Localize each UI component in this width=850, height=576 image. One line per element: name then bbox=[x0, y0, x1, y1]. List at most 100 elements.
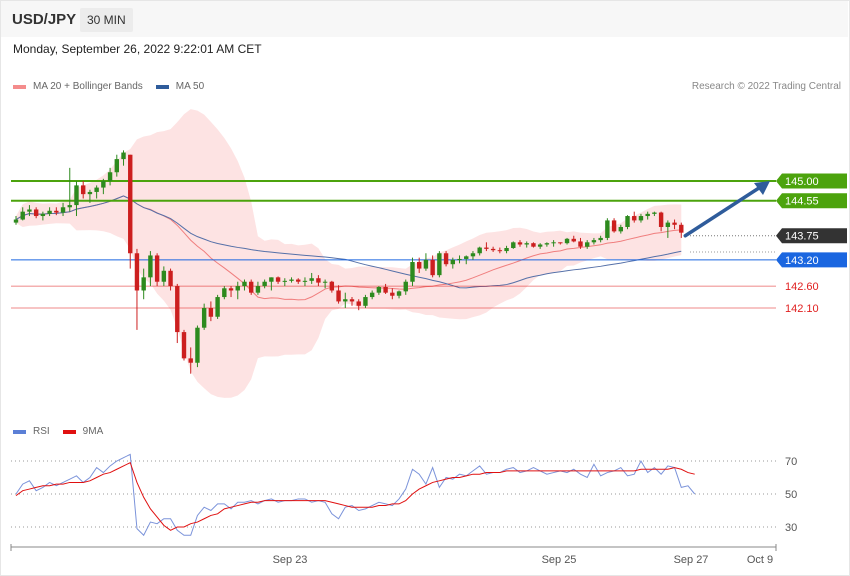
candle-body bbox=[524, 243, 529, 245]
candle-body bbox=[296, 279, 301, 282]
x-tick-label: Sep 25 bbox=[542, 554, 577, 566]
candle-body bbox=[275, 277, 281, 282]
level-label-3: 143.20 bbox=[785, 255, 819, 267]
candle-body bbox=[504, 248, 509, 252]
level-label-5: 142.10 bbox=[785, 303, 819, 315]
candle-body bbox=[329, 281, 335, 291]
candle-body bbox=[249, 281, 254, 293]
candle-body bbox=[134, 253, 140, 291]
chart-timestamp: Monday, September 26, 2022 9:22:01 AM CE… bbox=[13, 42, 262, 56]
candle-body bbox=[672, 222, 677, 225]
candle-body bbox=[27, 209, 32, 212]
main-legend: MA 20 + Bollinger Bands MA 50 bbox=[13, 81, 217, 92]
candle-body bbox=[470, 253, 476, 257]
timeframe-button[interactable]: 30 MIN bbox=[80, 8, 133, 32]
candle-body bbox=[262, 281, 267, 287]
candle-body bbox=[403, 281, 408, 292]
candle-body bbox=[585, 242, 590, 247]
rsi-level-label-0: 70 bbox=[785, 456, 797, 468]
candle-body bbox=[302, 280, 308, 282]
candle-body bbox=[497, 250, 503, 252]
candle-body bbox=[336, 290, 341, 302]
forecast-arrow-shaft bbox=[683, 184, 764, 238]
rsi-level-label-1: 50 bbox=[785, 489, 797, 501]
candle-body bbox=[383, 286, 388, 293]
candle-body bbox=[652, 212, 657, 214]
candle-body bbox=[188, 358, 193, 363]
candle-body bbox=[511, 242, 516, 249]
candle-body bbox=[349, 299, 355, 302]
candle-body bbox=[141, 277, 146, 291]
candle-body bbox=[645, 213, 650, 217]
candle-body bbox=[437, 253, 442, 276]
candle-body bbox=[33, 209, 39, 217]
x-tick-label: Sep 23 bbox=[273, 554, 308, 566]
candle-body bbox=[60, 207, 66, 213]
candle-body bbox=[222, 288, 227, 298]
candle-body bbox=[322, 281, 328, 283]
candle-body bbox=[638, 216, 644, 221]
x-tick-label: Sep 27 bbox=[674, 554, 709, 566]
candle-body bbox=[343, 299, 348, 302]
level-tag-2 bbox=[776, 228, 847, 244]
symbol-title: USD/JPY bbox=[12, 11, 77, 28]
candle-body bbox=[618, 226, 623, 232]
candle-body bbox=[571, 238, 576, 242]
candle-body bbox=[242, 281, 247, 287]
ma9-legend-label: 9MA bbox=[82, 426, 104, 437]
candle-body bbox=[605, 220, 610, 238]
candle-body bbox=[531, 243, 536, 247]
level-label-2: 143.75 bbox=[785, 231, 819, 243]
credit-text: Research © 2022 Trading Central bbox=[691, 81, 841, 92]
candle-body bbox=[128, 154, 133, 254]
candle-body bbox=[121, 152, 126, 160]
rsi-legend-swatch bbox=[13, 429, 26, 434]
candle-body bbox=[54, 210, 59, 213]
candle-body bbox=[430, 259, 435, 276]
level-label-1: 144.55 bbox=[785, 196, 819, 208]
candle-body bbox=[74, 185, 79, 206]
candle-body bbox=[47, 210, 52, 214]
candle-body bbox=[517, 242, 523, 245]
candle-body bbox=[356, 301, 361, 306]
forecast-arrow-head bbox=[754, 181, 770, 195]
candle-body bbox=[591, 240, 597, 243]
candle-body bbox=[269, 277, 274, 282]
level-tag-0 bbox=[776, 173, 847, 189]
candle-body bbox=[40, 213, 46, 217]
candle-body bbox=[611, 220, 617, 232]
chart-header: USD/JPY 30 MIN bbox=[1, 1, 848, 37]
candle-body bbox=[551, 242, 556, 244]
candle-body bbox=[443, 253, 449, 265]
level-label-4: 142.60 bbox=[785, 281, 819, 293]
rsi-level-label-2: 30 bbox=[785, 522, 797, 534]
candle-body bbox=[316, 278, 321, 283]
candle-body bbox=[94, 187, 99, 192]
candle-body bbox=[564, 238, 570, 244]
candle-body bbox=[558, 242, 563, 244]
candle-body bbox=[161, 270, 167, 282]
candle-body bbox=[578, 241, 583, 247]
candle-body bbox=[369, 292, 375, 298]
ma9-legend-swatch bbox=[62, 429, 76, 434]
candle-body bbox=[208, 307, 214, 317]
ma50-legend-swatch bbox=[155, 84, 169, 89]
bollinger-band bbox=[16, 109, 682, 398]
candle-body bbox=[490, 248, 496, 251]
rsi-legend: RSI 9MA bbox=[13, 426, 116, 437]
candle-body bbox=[632, 216, 637, 221]
candle-body bbox=[484, 247, 489, 249]
level-tag-3 bbox=[776, 252, 847, 268]
candle-body bbox=[363, 297, 368, 306]
x-tick-label: Oct 9 bbox=[747, 554, 773, 566]
candle-body bbox=[410, 262, 415, 282]
candle-body bbox=[450, 259, 455, 265]
candle-body bbox=[81, 185, 86, 195]
candle-body bbox=[679, 224, 684, 233]
candle-body bbox=[235, 286, 240, 291]
candle-body bbox=[175, 286, 180, 333]
candle-body bbox=[396, 291, 402, 296]
candle-body bbox=[101, 181, 106, 188]
candle-body bbox=[195, 327, 200, 363]
